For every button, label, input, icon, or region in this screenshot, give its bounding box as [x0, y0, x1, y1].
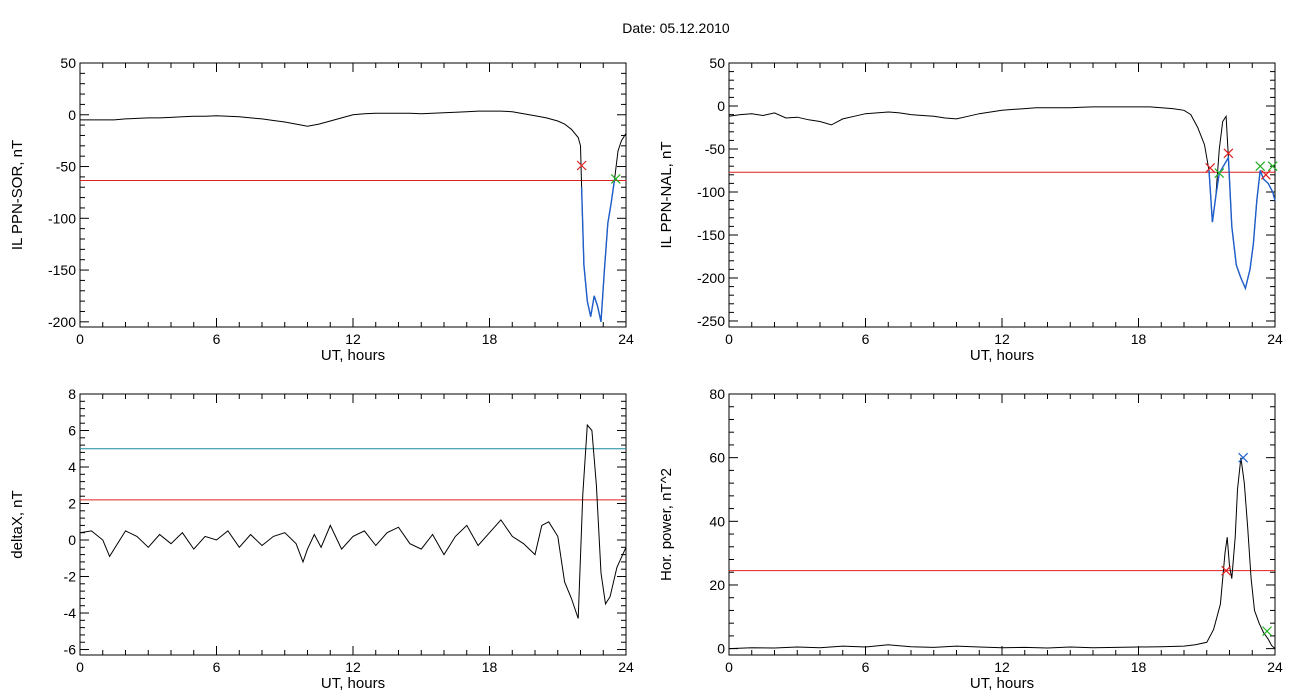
y-tick-label: -150 — [697, 227, 725, 243]
x-tick-label: 0 — [76, 659, 84, 675]
y-tick-label: 80 — [709, 386, 725, 402]
x-tick-label: 18 — [1131, 331, 1147, 347]
x-tick-label: 24 — [1267, 331, 1283, 347]
y-axis-label: IL PPN-SOR, nT — [9, 140, 26, 250]
y-tick-label: -6 — [64, 642, 77, 658]
y-tick-label: -100 — [48, 210, 76, 226]
cross-marker — [1205, 162, 1216, 173]
plot-frame — [728, 62, 1276, 328]
chart-panel-p1: 0 6 12 18 24 -200 -150 -100 -50 0 50 UT, hours IL PP… — [9, 55, 634, 364]
cross-marker — [576, 160, 587, 171]
y-axis-label: deltaX, nT — [9, 490, 26, 558]
y-tick-label: 8 — [68, 386, 76, 402]
plot-frame — [728, 393, 1276, 656]
data-series-line — [80, 110, 627, 322]
cross-marker — [1267, 161, 1278, 172]
x-axis-label: UT, hours — [970, 675, 1034, 692]
data-series-line — [79, 423, 627, 619]
x-tick-label: 12 — [994, 331, 1010, 347]
x-tick-label: 6 — [862, 331, 870, 347]
y-tick-label: -200 — [48, 314, 76, 330]
y-tick-label: 60 — [709, 450, 725, 466]
y-tick-label: -200 — [697, 270, 725, 286]
y-tick-label: 50 — [709, 55, 725, 71]
cross-marker — [1260, 169, 1271, 180]
x-tick-label: 0 — [725, 659, 733, 675]
x-tick-label: 0 — [725, 331, 733, 347]
y-tick-label: 2 — [68, 496, 76, 512]
x-tick-label: 24 — [618, 331, 634, 347]
x-axis-label: UT, hours — [321, 675, 385, 692]
y-tick-label: 40 — [709, 513, 725, 529]
y-axis-label: Hor. power, nT^2 — [658, 468, 675, 581]
x-tick-label: 12 — [345, 659, 361, 675]
data-series-line — [728, 457, 1276, 650]
x-tick-label: 12 — [345, 331, 361, 347]
x-tick-label: 6 — [213, 659, 221, 675]
cross-marker — [610, 174, 621, 184]
highlighted-series-line — [1208, 155, 1276, 291]
x-tick-label: 18 — [482, 331, 498, 347]
cross-marker — [1262, 626, 1272, 637]
x-axis-label: UT, hours — [970, 347, 1034, 364]
y-tick-label: 4 — [68, 459, 76, 475]
x-tick-label: 6 — [213, 331, 221, 347]
cross-marker — [1223, 148, 1234, 159]
cross-marker — [1238, 452, 1249, 463]
y-tick-label: -150 — [48, 262, 76, 278]
y-tick-label: -50 — [56, 159, 76, 175]
x-tick-label: 24 — [1267, 659, 1283, 675]
chart-panel-p4: 0 6 12 18 24 0 20 40 60 80 UT, hours Hor. power, nT… — [658, 386, 1283, 692]
highlighted-series-line — [580, 178, 616, 322]
y-tick-label: 6 — [68, 423, 76, 439]
x-tick-label: 24 — [618, 659, 634, 675]
x-tick-label: 6 — [862, 659, 870, 675]
x-tick-label: 18 — [1131, 659, 1147, 675]
y-tick-label: 20 — [709, 577, 725, 593]
y-tick-label: 0 — [68, 107, 76, 123]
y-tick-label: -250 — [697, 313, 725, 329]
cross-marker — [1221, 565, 1232, 576]
y-tick-label: -2 — [64, 569, 77, 585]
x-tick-label: 0 — [76, 331, 84, 347]
x-axis-label: UT, hours — [321, 347, 385, 364]
y-tick-label: 0 — [717, 641, 725, 657]
cross-marker — [1255, 161, 1266, 172]
y-tick-label: -50 — [705, 141, 725, 157]
plot-frame — [79, 62, 627, 328]
y-tick-label: 0 — [717, 98, 725, 114]
data-series-line — [728, 106, 1276, 290]
y-tick-label: -100 — [697, 184, 725, 200]
y-tick-label: 0 — [68, 532, 76, 548]
x-tick-label: 12 — [994, 659, 1010, 675]
y-tick-label: -4 — [64, 605, 77, 621]
cross-marker — [1214, 168, 1225, 178]
x-tick-label: 18 — [482, 659, 498, 675]
y-axis-label: IL PPN-NAL, nT — [658, 142, 675, 249]
page-title: Date: 05.12.2010 — [622, 20, 730, 36]
y-tick-label: 50 — [60, 55, 76, 71]
chart-panel-p2: 0 6 12 18 24 -250 -200 -150 -100 -50 0 50 UT, hours I… — [658, 55, 1283, 364]
